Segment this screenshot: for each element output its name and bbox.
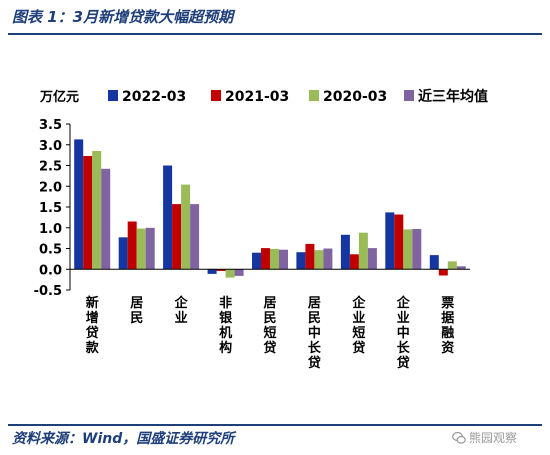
bar-近三年均值-新增贷款 <box>101 168 111 270</box>
bar-2022-03-居民 <box>118 237 128 270</box>
bar-近三年均值-企业 <box>190 204 200 270</box>
figure-title: 图表 1：3月新增贷款大幅超预期 <box>12 8 234 26</box>
bar-2022-03-非银机构 <box>207 269 217 274</box>
bar-2020-03-票据融资 <box>447 261 457 270</box>
bar-2020-03-企业中长贷 <box>403 229 413 270</box>
bar-2020-03-企业 <box>181 184 191 270</box>
x-tick-label: 企业 <box>174 295 189 326</box>
bar-2021-03-企业 <box>172 204 182 270</box>
x-tick-label: 居民 <box>130 296 143 326</box>
legend-label: 2021-03 <box>225 89 289 105</box>
legend-label: 2020-03 <box>323 89 387 105</box>
x-tick-label: 票据融资 <box>441 295 454 356</box>
bar-2020-03-新增贷款 <box>92 151 102 270</box>
y-tick-label: 0.5 <box>39 243 62 258</box>
wechat-icon <box>452 431 466 444</box>
watermark-text: 熊园观察 <box>469 431 518 445</box>
bar-2022-03-票据融资 <box>429 255 439 270</box>
y-unit-label: 万亿元 <box>39 89 79 105</box>
bar-2021-03-居民短贷 <box>261 248 270 270</box>
legend-swatch <box>211 90 221 101</box>
y-tick-label: 0.0 <box>39 263 62 278</box>
bar-2021-03-居民中长贷 <box>305 243 315 270</box>
bar-2020-03-居民 <box>136 228 146 270</box>
bar-2021-03-居民 <box>127 221 137 270</box>
legend-swatch <box>108 90 118 101</box>
bars <box>74 139 466 278</box>
bar-chart: 2022-03 2021-03 2020-03 近三年均值 万亿元 3.5 3.0 2.5… <box>34 88 488 371</box>
legend-swatch <box>309 90 319 101</box>
bar-2021-03-企业短贷 <box>349 254 359 270</box>
y-tick-label: -0.5 <box>34 284 62 299</box>
bar-2020-03-居民短贷 <box>270 248 279 270</box>
source-rule <box>8 424 542 426</box>
x-tick-label: 新增贷款 <box>86 295 100 356</box>
y-tick-label: 1.0 <box>39 222 62 237</box>
bar-近三年均值-企业中长贷 <box>412 229 422 270</box>
bar-2021-03-企业中长贷 <box>394 214 404 270</box>
legend-label: 2022-03 <box>122 89 186 105</box>
bar-近三年均值-票据融资 <box>456 266 466 270</box>
x-tick-label: 企业短贷 <box>351 295 366 356</box>
x-tick-label: 企业中长贷 <box>396 295 411 371</box>
bar-近三年均值-居民 <box>145 227 155 270</box>
chart-legend: 2022-03 2021-03 2020-03 近三年均值 <box>108 88 488 105</box>
bar-2020-03-企业短贷 <box>358 232 368 270</box>
bar-2021-03-票据融资 <box>438 269 448 276</box>
legend-label: 近三年均值 <box>418 88 488 105</box>
y-tick-label: 3.0 <box>39 139 62 154</box>
source-note: 资料来源：Wind，国盛证券研究所 <box>12 431 235 447</box>
bar-2022-03-企业中长贷 <box>385 212 395 270</box>
watermark: 熊园观察 <box>452 429 517 446</box>
bar-2020-03-非银机构 <box>225 269 235 278</box>
bar-2022-03-居民中长贷 <box>296 252 306 270</box>
x-tick-label: 居民中长贷 <box>308 296 322 371</box>
x-tick-label: 非银机构 <box>219 295 233 356</box>
y-axis: 3.5 3.0 2.5 2.0 1.5 1.0 0.5 0.0 -0.5 <box>34 118 71 299</box>
x-tick-label: 居民短贷 <box>263 296 276 356</box>
y-tick-label: 2.0 <box>39 180 62 195</box>
bar-2022-03-企业短贷 <box>340 234 350 270</box>
bar-2022-03-居民短贷 <box>252 252 261 270</box>
bar-2020-03-居民中长贷 <box>314 250 324 270</box>
bar-2022-03-企业 <box>163 165 173 270</box>
bar-近三年均值-非银机构 <box>234 269 244 276</box>
bar-2021-03-新增贷款 <box>83 156 93 270</box>
bar-2021-03-非银机构 <box>216 269 226 271</box>
bar-近三年均值-居民中长贷 <box>323 248 333 270</box>
bar-近三年均值-企业短贷 <box>367 248 377 270</box>
x-axis: 新增贷款 居民 企业 非银机构 居民短贷 居民中长贷 企业短贷 企业中长贷 票据融资 <box>70 268 470 371</box>
legend-swatch <box>404 90 414 101</box>
y-tick-label: 3.5 <box>39 118 62 133</box>
bar-2022-03-新增贷款 <box>74 139 84 270</box>
y-tick-label: 2.5 <box>39 160 62 175</box>
bar-近三年均值-居民短贷 <box>279 249 288 270</box>
title-rule <box>8 33 542 35</box>
y-tick-label: 1.5 <box>39 201 62 216</box>
